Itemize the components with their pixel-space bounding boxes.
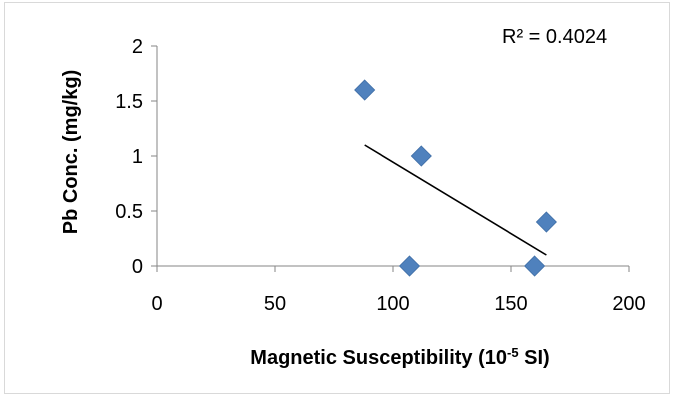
x-axis-title-tail: SI) [519, 347, 550, 369]
data-point [524, 255, 546, 277]
y-tick-label: 0 [132, 256, 143, 278]
x-tick-label: 100 [376, 293, 409, 315]
data-point [410, 145, 432, 167]
chart-area: 0 0.5 1 1.5 2 0 50 100 150 200 R² = 0.4024 Pb Con… [4, 2, 670, 394]
trendline [364, 144, 547, 256]
x-tick-label: 50 [264, 293, 286, 315]
y-tick-label: 0.5 [115, 201, 143, 223]
x-tick-label: 150 [494, 293, 527, 315]
y-tick-label: 1 [132, 146, 143, 168]
y-tick-label: 1.5 [115, 91, 143, 113]
trendline-group [364, 144, 547, 256]
axes: 0 0.5 1 1.5 2 0 50 100 150 200 [115, 36, 646, 315]
scatter-chart: 0 0.5 1 1.5 2 0 50 100 150 200 R² = 0.4024 Pb Con… [60, 26, 646, 370]
x-tick-label: 200 [612, 293, 645, 315]
data-point [535, 211, 557, 233]
x-axis-title-main: Magnetic Susceptibility (10 [250, 347, 507, 369]
x-tick-label: 0 [151, 293, 162, 315]
x-axis-title: Magnetic Susceptibility (10-5 SI) [250, 345, 549, 370]
data-point [398, 255, 421, 277]
x-axis-title-superscript: -5 [507, 345, 519, 360]
y-tick-label: 2 [132, 36, 143, 58]
data-points [354, 79, 557, 277]
y-axis-title: Pb Conc. (mg/kg) [60, 70, 82, 234]
data-point [354, 79, 376, 101]
r-squared-label: R² = 0.4024 [502, 26, 607, 48]
